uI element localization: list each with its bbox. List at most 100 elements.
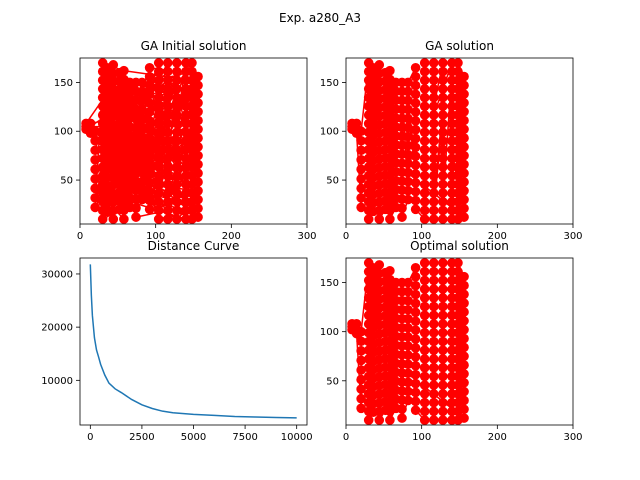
city-point: [410, 396, 421, 407]
city-point: [172, 162, 182, 172]
city-point: [459, 177, 469, 187]
city-point: [137, 167, 147, 178]
x-tick-label: 100: [412, 231, 431, 242]
city-point: [419, 380, 430, 390]
city-point: [428, 136, 439, 146]
city-point: [397, 413, 407, 423]
city-point: [410, 280, 421, 291]
city-point: [403, 77, 413, 88]
city-point: [459, 168, 469, 179]
city-point: [356, 374, 366, 385]
city-point: [403, 194, 413, 205]
city-point: [356, 336, 366, 347]
city-point: [459, 395, 469, 406]
x-tick-label: 2500: [129, 432, 154, 443]
city-point: [385, 415, 395, 425]
city-point: [137, 131, 147, 142]
y-tick-label: 100: [54, 127, 73, 138]
city-point: [459, 351, 469, 362]
city-point: [144, 151, 155, 162]
city-point: [119, 214, 129, 224]
city-point: [374, 260, 385, 270]
city-point: [137, 113, 147, 124]
city-point: [153, 110, 164, 120]
city-point: [153, 153, 164, 164]
city-point: [459, 289, 469, 300]
city-point: [428, 153, 439, 164]
city-point: [459, 106, 469, 117]
city-point: [459, 307, 469, 317]
city-point: [162, 205, 173, 216]
city-point: [419, 293, 430, 303]
optimal-solution-title: Optimal solution: [410, 239, 509, 253]
x-tick-label: 200: [222, 231, 241, 242]
city-point: [459, 404, 469, 415]
city-point: [419, 188, 430, 198]
x-tick-label: 300: [563, 231, 582, 242]
city-point: [385, 214, 395, 224]
city-point: [410, 334, 421, 344]
distance-curve-title: Distance Curve: [148, 239, 240, 253]
city-point: [410, 369, 421, 380]
city-point: [153, 162, 164, 172]
city-point: [193, 89, 203, 99]
city-point: [428, 162, 439, 172]
city-point: [144, 98, 155, 108]
city-point: [403, 341, 413, 351]
city-point: [438, 327, 448, 338]
city-point: [428, 284, 439, 294]
city-point: [144, 195, 155, 206]
x-tick-label: 0: [343, 432, 349, 443]
city-point: [172, 153, 182, 164]
city-point: [410, 343, 421, 353]
city-point: [403, 149, 413, 160]
city-point: [419, 362, 430, 373]
y-tick-label: 50: [326, 376, 339, 387]
city-point: [438, 214, 448, 224]
city-point: [410, 387, 421, 398]
city-point: [459, 124, 469, 135]
city-point: [419, 275, 430, 286]
city-point: [90, 145, 100, 156]
city-point: [428, 354, 439, 364]
city-point: [410, 263, 421, 273]
city-point: [410, 98, 421, 108]
city-point: [438, 258, 448, 268]
city-point: [438, 66, 448, 77]
city-point: [172, 110, 182, 120]
city-point: [428, 75, 439, 86]
city-point: [459, 271, 469, 282]
city-point: [162, 214, 173, 224]
city-point: [459, 80, 469, 91]
city-point: [403, 158, 413, 169]
city-point: [459, 142, 469, 152]
city-point: [459, 203, 469, 214]
city-point: [428, 397, 439, 408]
city-point: [410, 178, 421, 188]
city-point: [172, 127, 182, 138]
city-point: [459, 298, 469, 308]
x-tick-label: 10000: [281, 432, 313, 443]
city-point: [438, 162, 448, 172]
city-point: [356, 403, 366, 414]
city-point: [428, 101, 439, 112]
city-point: [137, 77, 147, 88]
city-point: [410, 378, 421, 389]
city-point: [193, 203, 203, 214]
city-point: [419, 84, 430, 94]
city-point: [403, 86, 413, 97]
city-point: [397, 203, 407, 213]
city-point: [162, 110, 173, 120]
city-point: [410, 116, 421, 126]
city-point: [419, 258, 430, 268]
city-point: [162, 179, 173, 190]
city-point: [428, 110, 439, 120]
city-point: [356, 393, 366, 404]
city-point: [90, 183, 100, 194]
city-point: [438, 310, 448, 321]
city-point: [144, 89, 155, 100]
city-point: [438, 58, 448, 68]
city-point: [193, 98, 203, 108]
city-point: [193, 212, 203, 222]
city-point: [153, 127, 164, 138]
